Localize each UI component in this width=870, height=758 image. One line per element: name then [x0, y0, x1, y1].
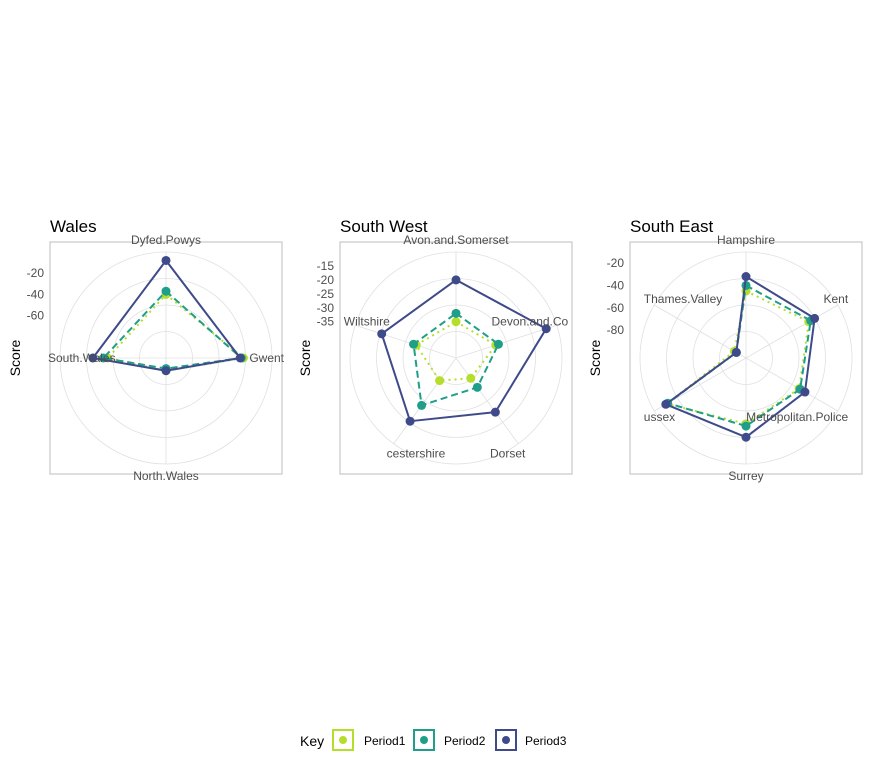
series-line-period3	[380, 278, 548, 423]
data-point-period3	[731, 347, 741, 357]
data-point-period1	[451, 317, 461, 327]
panel-south-east: South East Score -20 -40 -60 -80 Hampshire Ke…	[587, 217, 863, 483]
legend-title: Key	[300, 733, 324, 749]
panel-title: Wales	[50, 217, 97, 236]
data-point-period3	[810, 313, 820, 323]
radar-plot: -20 -40 -60 Dyfed.Powys Gwent North.Wales Sout…	[27, 233, 285, 483]
category-label-gloucestershire: cestershire	[387, 446, 446, 460]
category-label-dyfed-powys: Dyfed.Powys	[131, 233, 201, 247]
data-point-period3	[161, 255, 171, 265]
r-tick-label: -40	[27, 287, 45, 301]
legend-item-period1: Period1	[332, 729, 406, 751]
category-label-north-wales: North.Wales	[133, 469, 199, 483]
y-axis-label: Score	[587, 340, 603, 377]
r-tick-label: -60	[27, 309, 45, 323]
data-point-period2	[741, 421, 751, 431]
data-point-period2	[417, 400, 427, 410]
r-tick-label: -20	[607, 256, 625, 270]
r-tick-label: -20	[27, 266, 45, 280]
category-label-metropolitan-police: Metropolitan.Police	[746, 410, 848, 424]
data-point-period3	[490, 407, 500, 417]
data-point-period2	[409, 339, 419, 349]
category-label-dorset: Dorset	[490, 446, 526, 460]
category-label-sussex: ussex	[644, 410, 675, 424]
r-tick-label: -25	[317, 287, 335, 301]
category-label-south-wales: South.Wales	[48, 351, 116, 365]
data-point-period3	[661, 399, 671, 409]
category-label-surrey: Surrey	[728, 469, 763, 483]
r-tick-label: -35	[317, 315, 335, 329]
series-line-period1	[415, 320, 497, 382]
y-axis-label: Score	[7, 340, 23, 377]
r-tick-label: -20	[317, 273, 335, 287]
data-point-period1	[466, 373, 476, 383]
data-point-period3	[161, 366, 171, 376]
data-point-period2	[161, 286, 171, 296]
legend-item-period3: Period3	[495, 729, 567, 751]
legend-label: Period1	[364, 734, 406, 748]
category-label-thames-valley: Thames.Valley	[644, 292, 722, 306]
category-label-kent: Kent	[824, 292, 849, 306]
data-point-period3	[88, 353, 98, 363]
panel-south-west: South West Score -15-20-25-30-35 Avon.and…	[297, 217, 573, 475]
r-tick-label: -80	[607, 323, 625, 337]
data-point-period1	[435, 376, 445, 386]
legend-key-period3	[502, 736, 510, 744]
legend-label: Period2	[444, 734, 486, 748]
data-point-period3	[451, 275, 461, 285]
data-point-period3	[741, 272, 751, 282]
r-tick-label: -60	[607, 301, 625, 315]
data-point-period3	[541, 324, 551, 334]
data-point-period2	[451, 308, 461, 318]
data-point-period2	[472, 382, 482, 392]
category-label-hampshire: Hampshire	[717, 233, 775, 247]
category-label-avon-and-somerset: Avon.and.Somerset	[403, 233, 509, 247]
grid-spoke	[355, 324, 457, 359]
legend-item-period2: Period2	[413, 729, 486, 751]
grid-spoke	[745, 304, 838, 359]
data-point-period3	[405, 416, 415, 426]
data-point-period3	[741, 432, 751, 442]
legend: Key Period1 Period2 Period3	[300, 729, 567, 751]
y-axis-label: Score	[297, 340, 313, 377]
radar-plot: -15-20-25-30-35 Avon.and.Somerset Devon.an…	[317, 233, 569, 465]
category-label-devon-and-cornwall: Devon.and.Co	[492, 315, 569, 329]
category-label-gwent: Gwent	[249, 351, 284, 365]
radar-plot: -20 -40 -60 -80 Hampshire Kent Metropolitan.Po…	[607, 233, 853, 483]
legend-label: Period3	[525, 734, 567, 748]
r-tick-label: -15	[317, 259, 335, 273]
data-point-period3	[800, 387, 810, 397]
data-point-period3	[235, 353, 245, 363]
legend-key-period2	[420, 736, 428, 744]
grid-spoke	[455, 324, 557, 359]
panel-title: South East	[630, 217, 713, 236]
panel-title: South West	[340, 217, 428, 236]
r-tick-label: -30	[317, 301, 335, 315]
r-tick-label: -40	[607, 278, 625, 292]
grid-spoke	[745, 357, 838, 412]
grid-spoke	[455, 357, 519, 444]
grid-spoke	[393, 357, 457, 444]
legend-key-period1	[339, 736, 347, 744]
panel-wales: Wales Score -20 -40 -60 Dyfed.Powys Gwent Nor…	[7, 217, 285, 483]
data-point-period2	[493, 339, 503, 349]
data-point-period3	[377, 329, 387, 339]
category-label-wiltshire: Wiltshire	[344, 315, 390, 329]
